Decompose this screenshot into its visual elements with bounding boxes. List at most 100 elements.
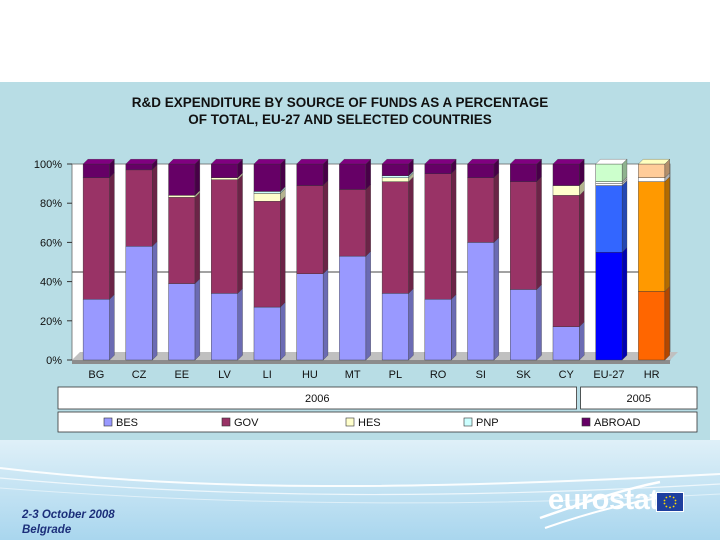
bar-hu-gov-side <box>323 180 329 275</box>
group-label: 2005 <box>627 393 651 405</box>
legend-box <box>57 411 698 433</box>
bar-cy-gov-side <box>579 190 585 328</box>
x-tick-label: MT <box>345 369 361 381</box>
bar-bg-abroad <box>82 163 110 178</box>
bar-mt-bes <box>339 255 367 361</box>
bar-hu-top <box>296 159 329 165</box>
bar-ee-top <box>168 159 201 165</box>
bar-eu-27-gov <box>595 185 623 253</box>
legend-label-abroad: ABROAD <box>594 417 641 429</box>
chart-title: R&D EXPENDITURE BY SOURCE OF FUNDS AS A … <box>60 94 620 128</box>
bar-li-bes-side <box>280 301 286 361</box>
bar-mt-bes-side <box>365 250 371 361</box>
bar-mt-gov <box>339 189 367 257</box>
bar-cz-gov <box>125 169 153 247</box>
chart-title-line-1: R&D EXPENDITURE BY SOURCE OF FUNDS AS A … <box>131 95 549 110</box>
bar-eu-27-bes <box>595 251 623 361</box>
bar-cz-abroad <box>125 163 153 171</box>
bar-cz-bes <box>125 246 153 361</box>
bar-hu-abroad <box>296 163 324 186</box>
legend-swatch-gov <box>221 417 231 427</box>
bar-ee-abroad <box>168 163 196 196</box>
plot-floor <box>72 352 678 360</box>
bar-sk-abroad <box>510 163 537 182</box>
x-tick-label: HU <box>302 369 318 381</box>
bar-bg-top <box>82 159 115 165</box>
x-tick-label: RO <box>430 369 447 381</box>
bar-cy-bes-side <box>579 321 585 361</box>
bar-li-abroad <box>253 163 281 192</box>
bar-eu-27-bes-side <box>622 247 628 361</box>
bar-sk-bes-side <box>536 284 542 361</box>
chart-title-line-2: OF TOTAL, EU-27 AND SELECTED COUNTRIES <box>188 112 492 127</box>
legend-label-hes: HES <box>358 417 381 429</box>
x-tick-label: EE <box>174 369 189 381</box>
bar-eu-27-hes <box>595 183 623 186</box>
bar-si-gov <box>467 177 495 243</box>
bar-lv-hes <box>211 177 238 180</box>
bar-hr-bes-side <box>664 286 670 361</box>
bar-bg-bes <box>82 299 110 361</box>
bar-pl-abroad <box>381 163 409 176</box>
bar-pl-top <box>381 159 414 165</box>
x-tick-label: PL <box>389 369 402 381</box>
bar-mt-abroad <box>339 163 367 190</box>
event-info: 2-3 October 2008 Belgrade <box>22 508 115 538</box>
bar-sk-gov <box>510 181 537 290</box>
bar-eu-27-top <box>595 159 628 165</box>
bar-hr-gov-side <box>664 176 670 292</box>
bar-pl-gov-side <box>408 176 414 294</box>
bar-li-gov <box>253 201 281 308</box>
eurostat-logo: eurostat <box>548 484 688 518</box>
bar-ro-top <box>424 159 457 165</box>
bar-li-abroad-side <box>280 158 286 192</box>
plot-base <box>72 360 670 364</box>
bar-pl-gov <box>381 181 409 294</box>
bar-pl-bes <box>381 293 409 361</box>
bar-ee-bes-side <box>194 278 200 361</box>
x-tick-label: SK <box>516 369 531 381</box>
legend-label-bes: BES <box>116 417 138 429</box>
bar-lv-gov <box>211 179 238 294</box>
legend-label-pnp: PNP <box>476 417 499 429</box>
x-tick-label: HR <box>644 369 660 381</box>
legend-swatch-pnp <box>463 417 473 427</box>
bar-hr-gov <box>638 181 666 292</box>
bar-hr-abroad <box>638 163 666 178</box>
bar-ro-gov-side <box>451 168 457 300</box>
bar-si-gov-side <box>493 172 499 243</box>
legend-swatch-bes <box>103 417 113 427</box>
bar-hu-gov <box>296 185 324 274</box>
bar-ee-gov-side <box>194 192 200 284</box>
bar-cy-gov <box>552 195 580 327</box>
bar-lv-top <box>210 159 243 165</box>
bar-cy-abroad <box>552 163 580 186</box>
x-tick-label: SI <box>476 369 486 381</box>
bar-mt-gov-side <box>365 184 371 257</box>
y-tick-label: 100% <box>34 159 62 171</box>
bar-hr-bes <box>638 291 666 361</box>
bar-eu-27-gov-side <box>622 180 628 253</box>
bar-hu-bes <box>296 273 324 361</box>
bar-cy-bes <box>552 326 580 361</box>
bar-ro-bes <box>424 299 452 361</box>
footer-band: 2-3 October 2008 Belgrade eurostat <box>0 440 720 540</box>
bar-bg-gov-side <box>109 172 115 300</box>
bar-mt-top <box>339 159 372 165</box>
bar-cz-top <box>125 159 158 165</box>
bar-cz-bes-side <box>152 241 158 361</box>
bar-bg-gov <box>82 177 110 300</box>
bar-ee-abroad-side <box>194 158 200 196</box>
bar-lv-gov-side <box>237 174 243 294</box>
legend-label-gov: GOV <box>234 417 259 429</box>
y-tick-label: 80% <box>40 198 62 210</box>
y-tick-label: 40% <box>40 277 62 289</box>
bar-li-top <box>253 159 286 165</box>
x-tick-label: LI <box>263 369 272 381</box>
bar-pl-bes-side <box>408 288 414 361</box>
group-box <box>57 386 577 410</box>
x-tick-label: CY <box>559 369 575 381</box>
y-tick-label: 0% <box>46 355 62 367</box>
bar-sk-bes <box>510 289 537 361</box>
bar-hr-top <box>638 159 671 165</box>
